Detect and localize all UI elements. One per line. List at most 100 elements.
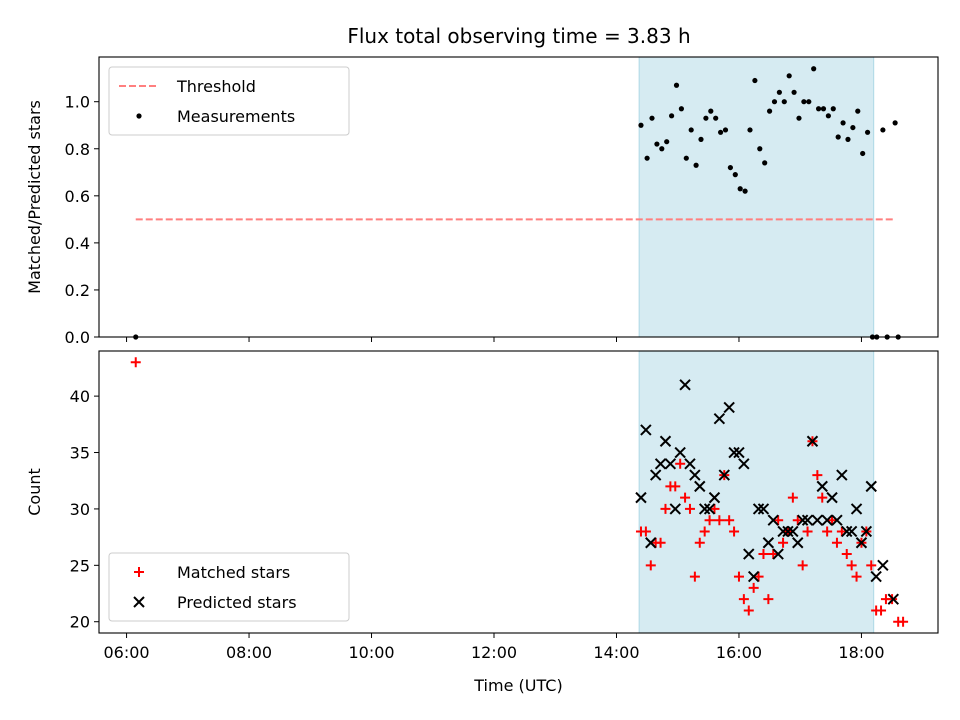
matched-star-point	[645, 560, 656, 571]
measurement-point	[806, 99, 812, 105]
measurement-point	[713, 115, 719, 121]
axes-frame	[98, 56, 939, 338]
matched-star-point	[733, 571, 744, 582]
measurement-point	[693, 162, 699, 168]
y-tick-label: 0.8	[65, 140, 90, 159]
measurement-point	[850, 124, 856, 131]
measurement-point	[845, 136, 851, 142]
measurement-point	[776, 89, 782, 95]
measurement-point	[825, 113, 831, 119]
x-tick-label: 16:00	[716, 643, 762, 662]
matched-star-point	[841, 549, 852, 560]
predicted-star-point	[767, 514, 779, 526]
matched-star-point	[724, 515, 735, 526]
measurement-point	[703, 115, 709, 121]
predicted-star-point	[752, 503, 765, 515]
legend-label: Predicted stars	[177, 593, 297, 612]
measurement-point	[781, 99, 787, 105]
predicted-star-point	[664, 458, 677, 470]
measurement-point	[747, 127, 753, 133]
measurement-point	[791, 89, 797, 95]
predicted-star-point	[845, 525, 858, 538]
measurement-point	[840, 120, 846, 126]
matched-star-point	[817, 492, 828, 503]
legend-box	[108, 552, 350, 622]
predicted-star-point	[733, 446, 745, 459]
predicted-star-point	[659, 435, 672, 447]
predicted-star-point	[654, 458, 667, 470]
predicted-star-point	[635, 491, 647, 504]
measurement-point	[796, 115, 802, 121]
measurement-point	[815, 106, 822, 112]
measurement-point	[811, 66, 817, 72]
matched-star-point	[709, 503, 720, 514]
predicted-star-point	[738, 458, 750, 470]
y-axis-label: Count	[25, 468, 44, 516]
legend-matched-swatch	[134, 567, 144, 577]
measurement-point	[801, 99, 807, 105]
matched-star-point	[655, 537, 666, 548]
measurement-point	[698, 136, 704, 142]
predicted-star-point	[669, 503, 681, 515]
measurement-point	[654, 141, 660, 147]
bottom-panel: 20 25 30 35 40 06:00 08:00 10:00 12:00 14:00 16:00…	[25, 350, 939, 695]
predicted-star-point	[747, 570, 760, 583]
predicted-star-point	[821, 514, 833, 526]
matched-star-point	[689, 571, 700, 582]
predicted-star-point	[649, 469, 662, 481]
measurement-point	[644, 155, 650, 161]
matched-star-point	[763, 594, 774, 605]
x-tick-label: 12:00	[471, 643, 517, 662]
matched-star-point	[680, 492, 691, 503]
x-tick-label: 06:00	[104, 643, 150, 662]
measurement-point	[742, 188, 748, 194]
legend-measurements-swatch	[136, 113, 142, 119]
matched-star-point	[876, 605, 887, 616]
x-axis-label: Time (UTC)	[473, 676, 562, 695]
measurement-point	[786, 73, 792, 79]
measurement-point	[752, 77, 758, 84]
matched-star-point	[699, 526, 710, 537]
predicted-star-point	[684, 458, 696, 470]
matched-star-point	[640, 526, 651, 537]
measurement-point	[678, 106, 685, 112]
matched-star-point	[670, 481, 681, 492]
measurement-point	[757, 146, 763, 152]
y-tick-label: 20	[70, 613, 90, 632]
legend-label: Matched stars	[177, 563, 290, 582]
predicted-star-point	[831, 514, 843, 526]
matched-star-point	[836, 526, 847, 537]
matched-star-point	[768, 549, 779, 560]
x-tick-label: 14:00	[593, 643, 639, 662]
predicted-star-point	[772, 548, 784, 560]
predicted-star-point	[855, 537, 868, 549]
matched-star-point	[714, 515, 725, 526]
y-tick-label: 1.0	[65, 93, 90, 112]
measurement-point	[762, 160, 768, 166]
measurement-point	[669, 113, 675, 119]
matched-star-point	[704, 515, 715, 526]
matched-star-point	[729, 526, 740, 537]
predicted-star-point	[713, 412, 726, 425]
matched-star-point	[797, 560, 808, 571]
predicted-star-point	[841, 525, 853, 538]
measurement-point	[638, 122, 644, 128]
matched-star-point	[743, 605, 754, 616]
matched-star-point	[866, 560, 877, 571]
matched-star-point	[738, 594, 749, 605]
legend-label: Measurements	[177, 107, 295, 126]
matched-star-point	[758, 549, 769, 560]
y-tick-label: 40	[70, 387, 90, 406]
predicted-star-point	[850, 503, 863, 515]
measurement-point	[732, 172, 738, 178]
measurement-point	[855, 108, 861, 114]
matched-star-point	[831, 537, 842, 548]
predicted-star-point	[782, 525, 794, 538]
measurement-point	[673, 82, 680, 88]
measurement-point	[771, 99, 778, 105]
measurement-point	[820, 106, 827, 112]
predicted-star-point	[887, 593, 900, 605]
matched-star-point	[851, 571, 862, 582]
predicted-star-point	[877, 559, 889, 572]
